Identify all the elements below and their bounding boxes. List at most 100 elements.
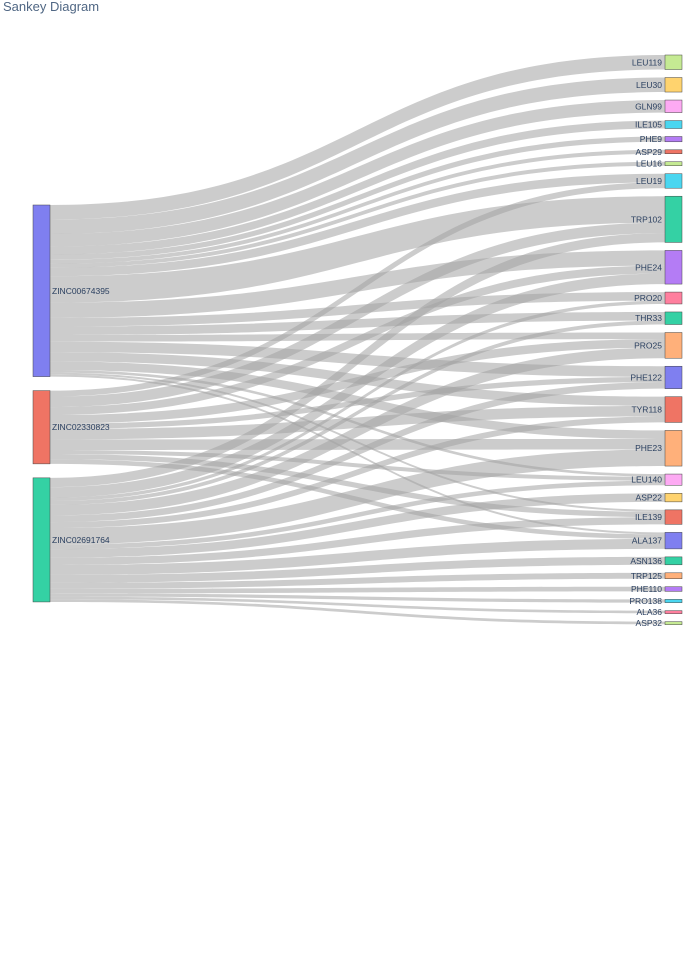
node-rect-leu19[interactable] — [664, 173, 683, 189]
node-label-leu19: LEU19 — [636, 176, 662, 186]
node-rect-ile139[interactable] — [664, 509, 683, 525]
link-zinc02691764-tyr118[interactable] — [50, 416, 665, 529]
link-zinc02330823-leu19[interactable] — [50, 182, 665, 397]
link-zinc02691764-thr33[interactable] — [50, 320, 665, 505]
node-phe9[interactable]: PHE9 — [640, 134, 683, 144]
node-rect-phe24[interactable] — [664, 250, 683, 285]
node-rect-trp102[interactable] — [664, 195, 683, 243]
link-zinc02330823-ile139[interactable] — [50, 453, 665, 518]
link-zinc00674395-gln99[interactable] — [50, 100, 665, 247]
node-gln99[interactable]: GLN99 — [635, 99, 683, 113]
link-zinc02330823-tyr118[interactable] — [50, 405, 665, 440]
link-zinc00674395-trp102[interactable] — [50, 196, 665, 303]
node-rect-leu16[interactable] — [664, 161, 683, 166]
node-leu140[interactable]: LEU140 — [631, 473, 683, 486]
node-rect-asp29[interactable] — [664, 149, 683, 154]
node-label-leu16: LEU16 — [636, 159, 662, 169]
node-tyr118[interactable]: TYR118 — [631, 396, 683, 423]
link-zinc02691764-ile139[interactable] — [50, 517, 665, 565]
node-rect-leu119[interactable] — [664, 54, 683, 70]
node-label-ala36: ALA36 — [636, 607, 662, 617]
node-phe110[interactable]: PHE110 — [631, 584, 683, 594]
node-leu119[interactable]: LEU119 — [632, 54, 683, 70]
node-phe122[interactable]: PHE122 — [630, 365, 683, 389]
node-zinc02691764[interactable]: ZINC02691764 — [32, 477, 110, 603]
node-pro20[interactable]: PRO20 — [634, 291, 683, 305]
node-rect-zinc02691764[interactable] — [32, 477, 51, 603]
node-phe24[interactable]: PHE24 — [635, 250, 683, 285]
node-rect-leu140[interactable] — [664, 473, 683, 486]
link-zinc02691764-asp22[interactable] — [50, 493, 665, 558]
node-pro138[interactable]: PRO138 — [629, 596, 683, 606]
link-zinc02330823-phe23[interactable] — [50, 439, 665, 450]
node-rect-phe122[interactable] — [664, 365, 683, 389]
link-zinc02691764-leu140[interactable] — [50, 480, 665, 550]
link-zinc00674395-leu19[interactable] — [50, 173, 665, 277]
node-rect-phe23[interactable] — [664, 430, 683, 467]
node-zinc02330823[interactable]: ZINC02330823 — [32, 390, 110, 465]
node-label-asp32: ASP32 — [636, 618, 663, 628]
node-rect-asn136[interactable] — [664, 556, 683, 566]
node-ile139[interactable]: ILE139 — [635, 509, 683, 525]
link-zinc02691764-asp32[interactable] — [50, 599, 665, 625]
link-zinc02691764-pro25[interactable] — [50, 347, 665, 516]
link-zinc02691764-phe23[interactable] — [50, 449, 665, 545]
node-rect-phe110[interactable] — [664, 586, 683, 592]
link-zinc02691764-trp125[interactable] — [50, 572, 665, 589]
node-rect-phe9[interactable] — [664, 136, 683, 143]
node-rect-pro20[interactable] — [664, 291, 683, 305]
node-asn136[interactable]: ASN136 — [630, 556, 683, 566]
link-zinc02691764-trp102[interactable] — [50, 233, 665, 488]
node-ala36[interactable]: ALA36 — [636, 607, 683, 617]
node-rect-asp22[interactable] — [664, 493, 683, 503]
node-rect-ala36[interactable] — [664, 610, 683, 614]
node-trp102[interactable]: TRP102 — [631, 195, 683, 243]
node-leu19[interactable]: LEU19 — [636, 173, 683, 189]
link-zinc02691764-pro20[interactable] — [50, 300, 665, 501]
node-rect-ala137[interactable] — [664, 532, 683, 550]
node-rect-asp32[interactable] — [664, 621, 683, 625]
node-phe23[interactable]: PHE23 — [635, 430, 683, 467]
node-rect-zinc02330823[interactable] — [32, 390, 51, 465]
link-zinc00674395-leu16[interactable] — [50, 161, 665, 268]
node-rect-trp125[interactable] — [664, 572, 683, 579]
link-zinc02330823-leu140[interactable] — [50, 450, 665, 481]
node-rect-ile105[interactable] — [664, 120, 683, 129]
link-zinc02691764-phe24[interactable] — [50, 273, 665, 498]
node-pro25[interactable]: PRO25 — [634, 332, 683, 359]
node-rect-pro138[interactable] — [664, 599, 683, 603]
link-zinc02691764-asn136[interactable] — [50, 556, 665, 583]
node-rect-pro25[interactable] — [664, 332, 683, 359]
node-ile105[interactable]: ILE105 — [635, 120, 683, 130]
link-zinc00674395-leu119[interactable] — [50, 55, 665, 220]
node-rect-thr33[interactable] — [664, 311, 683, 325]
link-zinc00674395-thr33[interactable] — [50, 311, 665, 336]
link-zinc02330823-trp102[interactable] — [50, 222, 665, 408]
link-zinc02691764-ala137[interactable] — [50, 538, 665, 575]
node-rect-zinc00674395[interactable] — [32, 204, 51, 377]
link-zinc00674395-phe9[interactable] — [50, 136, 665, 260]
link-zinc02330823-phe122[interactable] — [50, 376, 665, 429]
node-asp29[interactable]: ASP29 — [636, 147, 683, 157]
link-zinc02330823-phe24[interactable] — [50, 265, 665, 416]
node-rect-tyr118[interactable] — [664, 396, 683, 423]
node-ala137[interactable]: ALA137 — [632, 532, 683, 550]
node-asp32[interactable]: ASP32 — [636, 618, 683, 628]
link-zinc00674395-asp29[interactable] — [50, 149, 665, 264]
node-trp125[interactable]: TRP125 — [631, 571, 683, 581]
node-zinc00674395[interactable]: ZINC00674395 — [32, 204, 110, 377]
link-zinc00674395-leu30[interactable] — [50, 77, 665, 235]
link-zinc00674395-ile105[interactable] — [50, 120, 665, 255]
link-zinc02691764-ala36[interactable] — [50, 596, 665, 614]
node-leu16[interactable]: LEU16 — [636, 159, 683, 169]
link-zinc02691764-phe110[interactable] — [50, 586, 665, 594]
link-zinc02691764-phe122[interactable] — [50, 382, 665, 523]
node-asp22[interactable]: ASP22 — [636, 493, 683, 503]
node-label-leu119: LEU119 — [632, 57, 662, 67]
node-leu30[interactable]: LEU30 — [636, 77, 683, 93]
node-rect-leu30[interactable] — [664, 77, 683, 93]
node-thr33[interactable]: THR33 — [635, 311, 683, 325]
link-zinc02691764-pro138[interactable] — [50, 593, 665, 603]
node-rect-gln99[interactable] — [664, 99, 683, 113]
